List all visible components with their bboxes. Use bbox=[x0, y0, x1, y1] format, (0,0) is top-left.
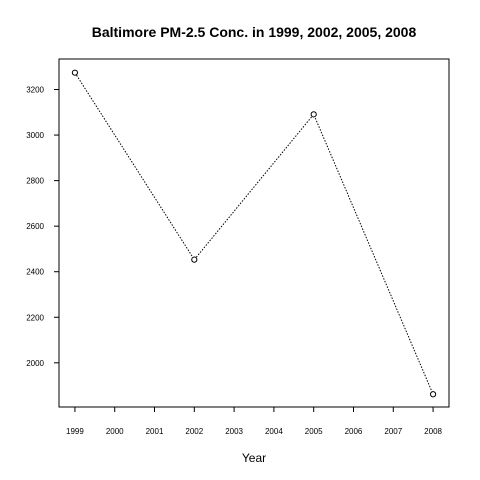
x-tick-label: 2002 bbox=[185, 427, 203, 436]
data-point bbox=[430, 392, 435, 397]
x-axis-label: Year bbox=[242, 451, 266, 465]
x-tick-label: 2005 bbox=[305, 427, 323, 436]
x-tick-label: 2001 bbox=[146, 427, 164, 436]
x-tick-label: 2000 bbox=[106, 427, 124, 436]
chart-title: Baltimore PM-2.5 Conc. in 1999, 2002, 20… bbox=[92, 24, 417, 40]
data-point bbox=[311, 112, 316, 117]
y-tick-label: 2800 bbox=[26, 177, 44, 186]
y-tick-label: 2000 bbox=[26, 359, 44, 368]
x-tick-label: 2007 bbox=[384, 427, 402, 436]
x-tick-label: 1999 bbox=[66, 427, 84, 436]
y-tick-label: 2600 bbox=[26, 222, 44, 231]
x-tick-label: 2006 bbox=[345, 427, 363, 436]
data-point bbox=[192, 257, 197, 262]
y-tick-label: 3200 bbox=[26, 86, 44, 95]
y-tick-label: 2200 bbox=[26, 313, 44, 322]
y-tick-label: 3000 bbox=[26, 131, 44, 140]
x-tick-label: 2008 bbox=[424, 427, 442, 436]
x-tick-label: 2003 bbox=[225, 427, 243, 436]
data-point bbox=[72, 70, 77, 75]
y-tick-label: 2400 bbox=[26, 268, 44, 277]
x-tick-label: 2004 bbox=[265, 427, 283, 436]
